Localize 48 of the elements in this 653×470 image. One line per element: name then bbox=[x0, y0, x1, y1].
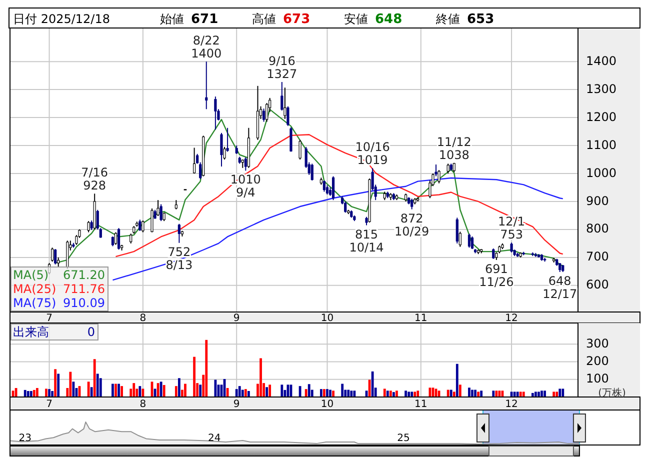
x-tick-label: 9 bbox=[233, 313, 240, 324]
text: 出来高 bbox=[13, 325, 49, 339]
y-tick-label: 1200 bbox=[586, 110, 617, 124]
annotation: 12/1 753 bbox=[498, 214, 526, 242]
x-tick-label: 23 bbox=[18, 433, 32, 444]
text: MA(75) bbox=[13, 296, 56, 310]
annotation: 752 8/13 bbox=[166, 244, 193, 272]
x-tick-label: 12 bbox=[505, 313, 518, 324]
y-tick-label: 100 bbox=[586, 372, 609, 386]
chart-title: 日付 2025/12/18 bbox=[13, 12, 110, 26]
y-axis-title: (万株) bbox=[598, 387, 626, 399]
annotation: 671.20 bbox=[63, 268, 105, 282]
x-tick-label: 7 bbox=[46, 399, 52, 410]
y-tick-label: 300 bbox=[586, 336, 609, 350]
y-tick-label: 1000 bbox=[586, 166, 617, 180]
annotation: 711.76 bbox=[63, 282, 105, 296]
annotation: 0 bbox=[87, 325, 95, 339]
y-tick-label: 200 bbox=[586, 354, 609, 368]
y-tick-label: 1300 bbox=[586, 82, 617, 96]
y-tick-label: 600 bbox=[586, 278, 609, 292]
x-tick-label: 11 bbox=[414, 399, 428, 410]
annotation: 910.09 bbox=[63, 296, 105, 310]
annotation: 872 10/29 bbox=[394, 211, 430, 238]
annotation: 7/16 928 bbox=[81, 166, 108, 193]
annotation: 8/22 1400 bbox=[191, 34, 222, 61]
x-tick-label: 9 bbox=[233, 399, 240, 410]
series-label: MA(5) bbox=[13, 268, 49, 282]
text: 始値 671 高値 673 安値 648 終値 653 bbox=[160, 12, 494, 27]
x-tick-label: 8 bbox=[140, 313, 146, 324]
x-tick-label: 10 bbox=[320, 313, 334, 324]
text: MA(25) bbox=[13, 282, 56, 296]
annotation: 648 12/17 bbox=[542, 274, 578, 301]
x-tick-label: 24 bbox=[208, 433, 221, 444]
x-tick-label: 7 bbox=[46, 313, 52, 324]
x-tick-label: 10 bbox=[320, 399, 334, 410]
y-tick-label: 1100 bbox=[586, 138, 617, 152]
x-tick-label: 8 bbox=[140, 399, 146, 410]
annotation: 11/12 1038 bbox=[436, 134, 472, 162]
y-tick-label: 800 bbox=[586, 222, 609, 236]
y-tick-label: 700 bbox=[586, 250, 609, 264]
x-tick-label: 11 bbox=[414, 313, 428, 324]
annotation: 9/16 1327 bbox=[266, 54, 298, 81]
x-tick-label: 12 bbox=[505, 399, 518, 410]
annotation: 691 11/26 bbox=[479, 262, 514, 289]
annotation: 815 10/14 bbox=[349, 227, 384, 254]
y-tick-label: 900 bbox=[586, 194, 609, 208]
x-tick-label: 25 bbox=[397, 433, 410, 444]
y-tick-label: 1400 bbox=[586, 54, 617, 68]
